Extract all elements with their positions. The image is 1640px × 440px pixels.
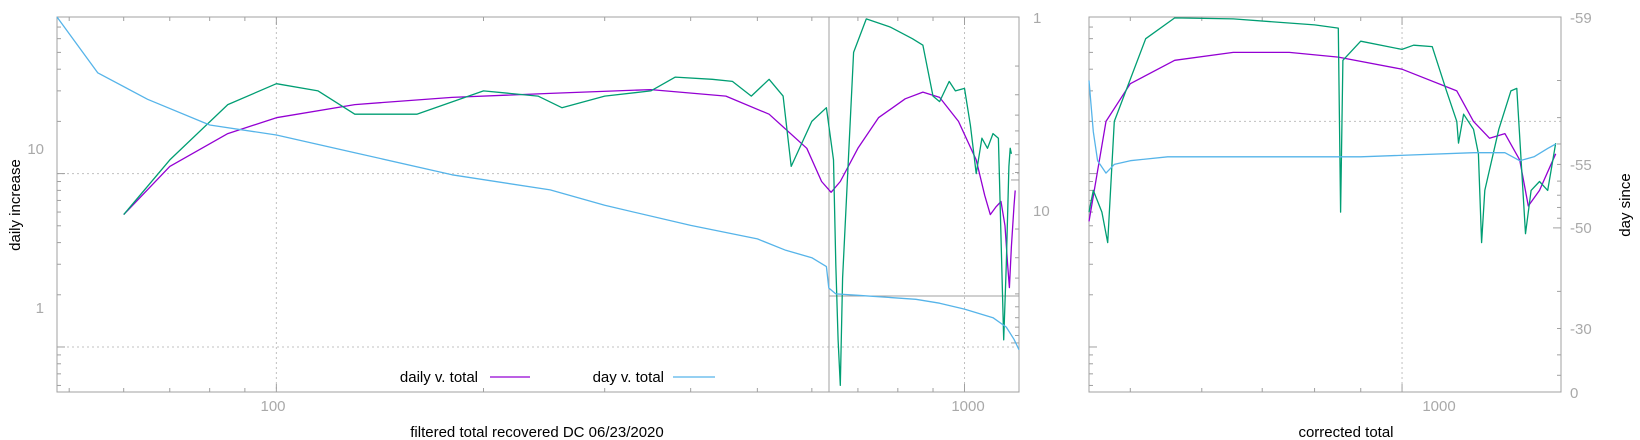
p1-series (56, 16, 1020, 387)
legend-label-daily: daily v. total (400, 369, 478, 386)
p1-ytick-10: 10 (27, 141, 44, 158)
p1-xtick-1000: 1000 (951, 398, 984, 415)
panel-2: 1000 -59 -55 -50 -30 0 corrected total d… (1088, 10, 1634, 440)
p2-ticks (1089, 16, 1561, 393)
series-line-2 (1088, 80, 1557, 174)
p2-y2tick-55: -55 (1570, 157, 1592, 174)
p1-frame (56, 16, 1020, 393)
p2-series (1088, 17, 1557, 244)
series-line-2 (56, 16, 1020, 350)
p1-ylabel: daily increase (7, 159, 24, 251)
p1-xlabel: filtered total recovered DC 06/23/2020 (410, 424, 663, 440)
p1-inset-frame (828, 16, 1020, 393)
p2-xtick-1000: 1000 (1422, 398, 1455, 415)
legend: daily v. total day v. total (400, 369, 715, 386)
p1-ticks (57, 16, 1019, 393)
p1-y2tick-1: 1 (1033, 10, 1041, 27)
p2-grid (1089, 17, 1561, 392)
p2-y2tick-50: -50 (1570, 220, 1592, 237)
p2-y2tick-30: -30 (1570, 321, 1592, 338)
p2-ylabel: day since (1617, 173, 1634, 236)
series-line-0 (1088, 51, 1557, 222)
p2-y2tick-59: -59 (1570, 10, 1592, 27)
p1-xtick-100: 100 (260, 398, 285, 415)
p2-y2tick-0: 0 (1570, 385, 1578, 402)
p2-xlabel: corrected total (1298, 424, 1393, 440)
series-line-0 (123, 88, 1016, 289)
p1-grid (57, 17, 1019, 392)
p1-ytick-1: 1 (36, 300, 44, 317)
p1-y2tick-10: 10 (1033, 203, 1050, 220)
p2-frame (1088, 16, 1562, 393)
legend-label-day: day v. total (593, 369, 664, 386)
series-line-1 (123, 18, 1013, 387)
series-line-1 (1088, 17, 1557, 244)
panel-1: 100 1000 1 10 1 10 filtered total recove… (7, 10, 1050, 440)
